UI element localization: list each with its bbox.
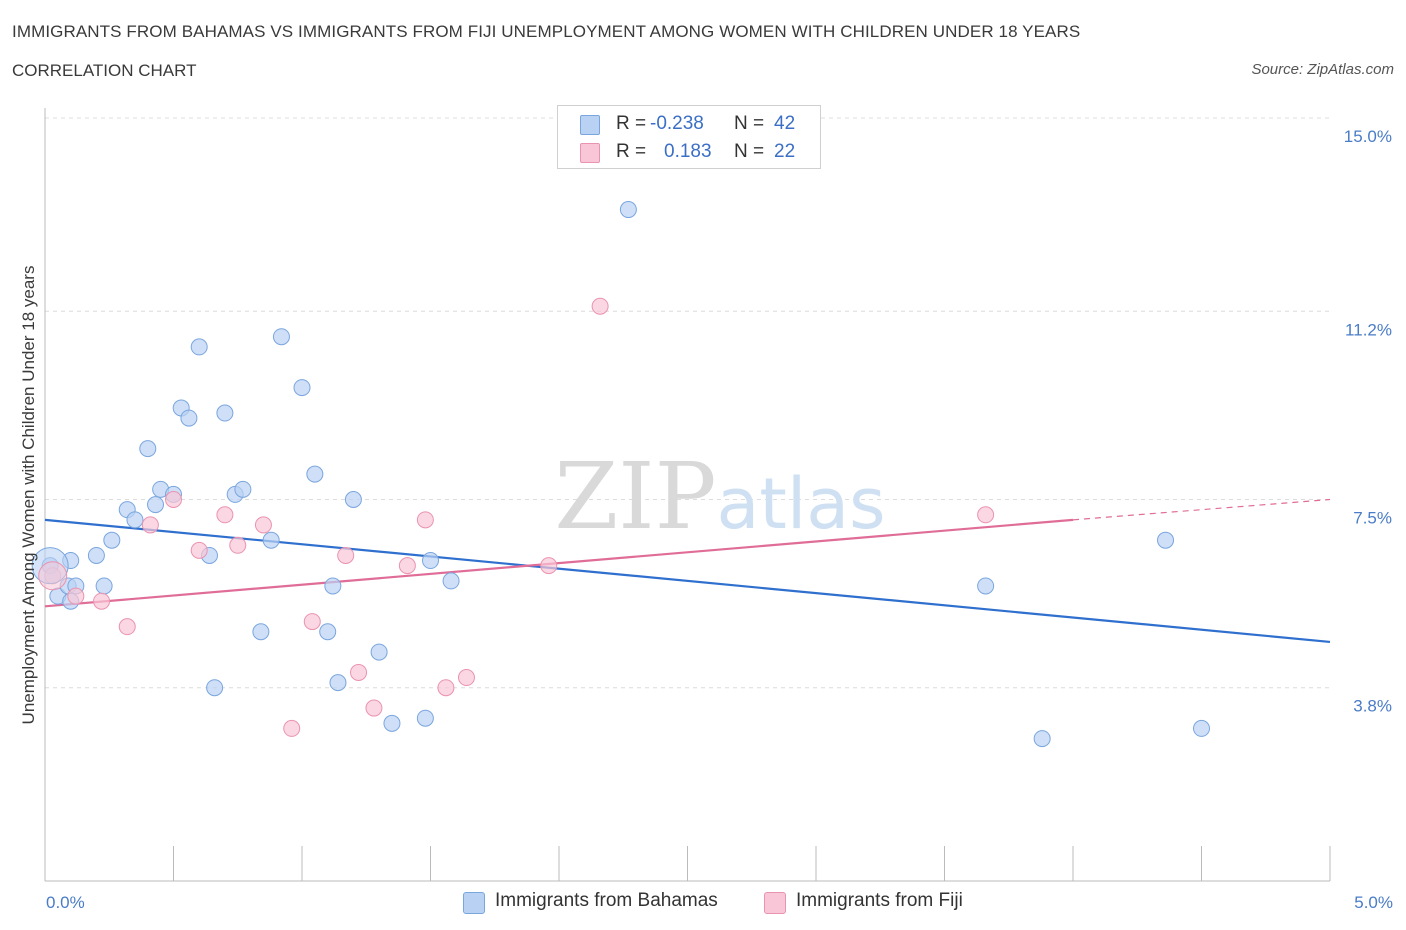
bahamas-legend-swatch [463,892,485,914]
chart-subtitle: CORRELATION CHART [12,61,197,80]
bahamas-point[interactable] [272,328,290,346]
x-tick-labels: 0.0% 5.0% [46,893,1393,912]
fiji-point[interactable] [93,592,111,610]
fiji-point[interactable] [118,618,136,636]
y-tick-label: 15.0% [1344,127,1392,146]
bahamas-point[interactable] [442,572,460,590]
fiji-point[interactable] [437,679,455,697]
bahamas-point[interactable] [262,531,280,549]
y-axis-label: Unemployment Among Women with Children U… [19,266,38,725]
fiji-point[interactable] [141,516,159,534]
bahamas-point[interactable] [1157,531,1175,549]
fiji-point[interactable] [283,719,301,737]
data-points [31,201,1210,748]
x-tick-label: 0.0% [46,893,85,912]
trend-lines [44,498,1331,644]
grid-lines [45,117,1330,689]
bahamas-point[interactable] [329,674,347,692]
chart-title: IMMIGRANTS FROM BAHAMAS VS IMMIGRANTS FR… [12,22,1081,41]
fiji-point[interactable] [457,669,475,687]
bahamas-point[interactable] [234,480,252,498]
bahamas-point[interactable] [180,409,198,427]
bahamas-point[interactable] [422,552,439,570]
fiji-point[interactable] [303,613,321,631]
bahamas-trend-line [44,518,1331,644]
bahamas-point[interactable] [619,201,637,219]
fiji-point[interactable] [591,297,609,315]
fiji-point[interactable] [190,541,208,559]
r-key: R = [616,141,647,162]
fiji-point[interactable] [350,663,368,681]
bahamas-swatch [580,115,600,135]
n-key: N = [734,113,765,134]
stats-legend: R = -0.238 N = 42 R = 0.183 N = 22 [557,105,821,169]
legend-label-bahamas: Immigrants from Bahamas [495,890,718,911]
n-key: N = [734,141,765,162]
bahamas-point[interactable] [252,623,270,641]
fiji-legend-swatch [764,892,786,914]
bahamas-point[interactable] [206,679,224,697]
bahamas-point[interactable] [293,379,311,397]
bahamas-point[interactable] [319,623,337,641]
bahamas-point[interactable] [977,577,995,595]
r-value: 0.183 [664,141,712,162]
fiji-point[interactable] [337,546,355,564]
fiji-point[interactable] [365,699,383,717]
fiji-point[interactable] [165,491,182,508]
y-tick-label: 7.5% [1353,509,1392,528]
bahamas-point[interactable] [370,643,388,661]
bahamas-point[interactable] [306,465,324,483]
bahamas-point[interactable] [216,404,234,422]
y-tick-label: 3.8% [1353,697,1392,716]
fiji-point[interactable] [229,536,247,554]
r-key: R = [616,113,647,134]
bahamas-point[interactable] [416,709,434,727]
y-tick-labels: 3.8% 7.5% 11.2% 15.0% [1344,127,1392,716]
bahamas-point[interactable] [87,546,105,564]
axes [44,108,1331,882]
fiji-point[interactable] [254,516,272,534]
fiji-point[interactable] [416,511,434,529]
fiji-point[interactable] [38,561,68,591]
fiji-point[interactable] [67,587,85,605]
bahamas-point[interactable] [126,511,144,529]
n-value: 42 [774,113,796,134]
watermark: ZIPatlas [554,443,885,550]
bahamas-point[interactable] [190,338,208,356]
y-tick-label: 11.2% [1345,320,1392,339]
fiji-swatch [580,143,600,163]
n-value: 22 [774,141,796,162]
fiji-trend-extension [1072,498,1331,521]
bahamas-point[interactable] [324,577,342,595]
bahamas-point[interactable] [344,491,362,508]
bahamas-point[interactable] [147,496,165,514]
bahamas-point[interactable] [1033,730,1051,748]
fiji-point[interactable] [540,557,558,575]
source-label: Source: ZipAtlas.com [1251,61,1394,78]
bahamas-point[interactable] [139,440,157,458]
fiji-point[interactable] [398,557,416,575]
bahamas-point[interactable] [383,714,401,732]
r-value: -0.238 [650,113,704,134]
fiji-point[interactable] [977,506,995,524]
legend-label-fiji: Immigrants from Fiji [796,890,963,911]
bahamas-point[interactable] [1193,719,1210,737]
fiji-point[interactable] [216,506,234,524]
bahamas-point[interactable] [95,577,113,595]
bahamas-point[interactable] [103,531,121,549]
fiji-trend-line [44,518,1074,608]
x-tick-label: 5.0% [1354,893,1393,912]
